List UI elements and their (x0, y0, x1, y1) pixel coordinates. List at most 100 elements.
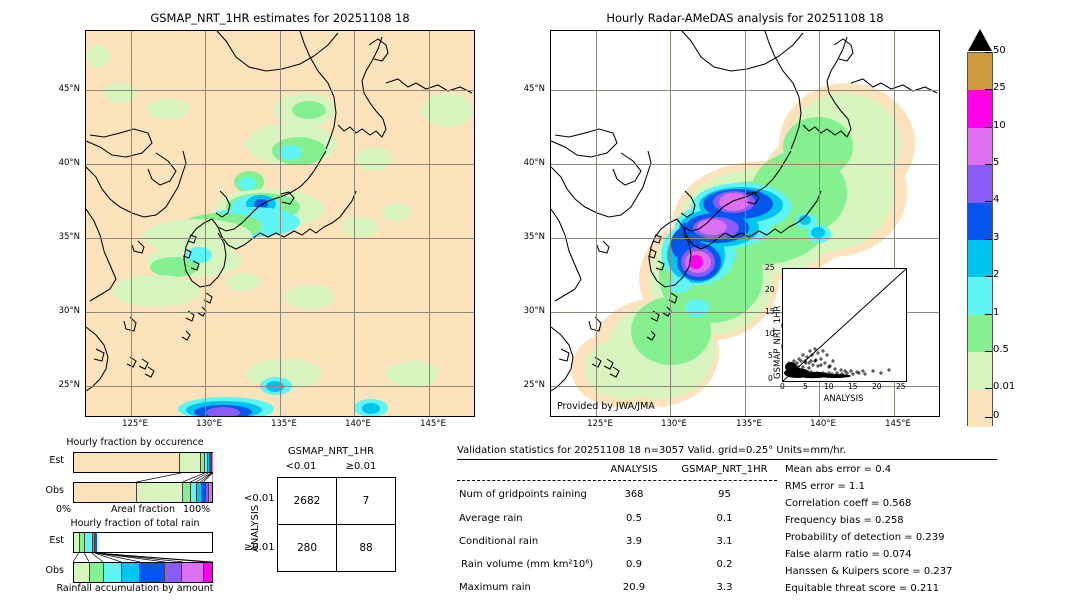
bar-segment (182, 563, 205, 582)
validation-col-analysis: ANALYSIS (610, 464, 658, 475)
precip-blob (304, 141, 322, 155)
map-xtick: 140°E (345, 419, 371, 429)
precip-blob (278, 145, 302, 160)
occurrence-bar-obs[interactable] (73, 482, 213, 503)
contingency-col-label-1: <0.01 (285, 461, 317, 472)
grid-line-vertical (429, 31, 430, 416)
bar-segment (103, 563, 122, 582)
colorbar-segment (968, 90, 992, 128)
precip-blob (86, 45, 110, 67)
colorbar-segments (967, 52, 993, 427)
colorbar-tick-mark (985, 276, 992, 277)
colorbar-tick-mark (985, 89, 992, 90)
score-correlation-coeff: Correlation coeff = 0.568 (785, 498, 912, 509)
map-xtick: 130°E (196, 419, 222, 429)
amount-bar-obs[interactable] (73, 562, 213, 583)
scatter-xtick: 15 (848, 382, 858, 391)
amount-chart-title: Hourly fraction of total rain (70, 518, 200, 529)
colorbar-tick-label: 25 (993, 82, 1006, 93)
bar-segment (92, 533, 96, 552)
bar-segment (206, 483, 210, 502)
scatter-ytick: 25 (765, 263, 775, 272)
precip-blob (238, 177, 256, 190)
colorbar-segment (968, 352, 992, 390)
amount-row-label-obs: Obs (45, 565, 64, 576)
bar-segment (209, 453, 211, 472)
grid-line-horizontal (551, 312, 939, 313)
precip-blob (112, 275, 200, 307)
colorbar-segment (968, 277, 992, 315)
scatter-ytick: 10 (765, 329, 775, 338)
bar-segment (207, 453, 210, 472)
bar-segment (183, 483, 191, 502)
map-ytick: 45°N (523, 84, 545, 94)
bar-segment (121, 563, 141, 582)
bar-segment (209, 483, 212, 502)
bar-segment (74, 563, 90, 582)
colorbar-tick-mark (985, 52, 992, 53)
precip-blob (422, 93, 472, 127)
validation-row-name: Average rain (459, 513, 523, 524)
colorbar-tick-label: 3 (993, 232, 1000, 243)
colorbar-tick-label: 50 (993, 45, 1006, 56)
precip-blob (226, 273, 260, 291)
validation-row-model: 0.2 (716, 559, 733, 570)
scatter-xtick: 20 (872, 382, 882, 391)
bar-segment (140, 563, 166, 582)
map-xtick: 140°E (810, 419, 836, 429)
gsmap-precip-field (86, 31, 474, 416)
validation-row-name: Num of gridpoints raining (459, 489, 587, 500)
bar-segment (89, 563, 104, 582)
grid-line-vertical (205, 31, 206, 416)
precip-blob (667, 277, 691, 293)
precip-blob (799, 215, 811, 225)
scatter-xtick: 5 (803, 382, 808, 391)
map-xtick: 130°E (661, 419, 687, 429)
contingency-row-label-1: <0.01 (244, 493, 275, 504)
precip-blob (356, 147, 392, 171)
score-probability-of-detection: Probability of detection = 0.239 (785, 532, 945, 543)
bar-segment (201, 453, 205, 472)
precip-blob (254, 199, 268, 209)
precip-blob (697, 219, 727, 235)
grid-line-horizontal (551, 238, 939, 239)
grid-line-vertical (354, 31, 355, 416)
occurrence-bar-est[interactable] (73, 452, 213, 473)
radar-precip-field: Provided by JWA/JMA GSMAP_NRT_1HR ANALYS… (551, 31, 939, 416)
bar-segment (210, 453, 212, 472)
scatter-ytick: 15 (765, 307, 775, 316)
occurrence-connector-lines (136, 473, 213, 482)
radar-amedas-map[interactable]: Provided by JWA/JMA GSMAP_NRT_1HR ANALYS… (550, 30, 940, 417)
grid-line-horizontal (551, 386, 939, 387)
occurrence-chart-title: Hourly fraction by occurence (66, 437, 204, 448)
grid-line-horizontal (86, 90, 474, 91)
score-equitable-threat: Equitable threat score = 0.211 (785, 583, 940, 594)
bar-segment (79, 533, 86, 552)
amount-row-label-est: Est (49, 535, 64, 546)
grid-line-vertical (745, 31, 746, 416)
table-row: 2682 7 (277, 477, 396, 525)
score-rms-error: RMS error = 1.1 (785, 481, 865, 492)
colorbar-tick-mark (985, 351, 992, 352)
occurrence-row-label-est: Est (49, 455, 64, 466)
grid-line-vertical (280, 31, 281, 416)
colorbar-tick-label: 0 (993, 410, 1000, 421)
colorbar-tick-label: 1 (993, 307, 1000, 318)
contingency-cell-false-alarm: 7 (336, 477, 396, 525)
gsmap-estimate-map[interactable] (85, 30, 475, 417)
colorbar-segment (968, 165, 992, 203)
validation-rule-dashed (457, 480, 777, 481)
scatter-ytick: 5 (768, 351, 773, 360)
colorbar-tick-mark (985, 164, 992, 165)
table-row: 280 88 (277, 524, 396, 572)
amount-bar-est[interactable] (73, 532, 213, 553)
precip-blob (104, 83, 136, 103)
contingency-col-header: GSMAP_NRT_1HR (287, 446, 375, 457)
scatter-ylabel: GSMAP_NRT_1HR (773, 305, 783, 379)
colorbar-tick-mark (985, 314, 992, 315)
validation-rule-dashed-right (783, 459, 996, 460)
colorbar[interactable] (967, 28, 993, 428)
scatter-xtick: 10 (824, 382, 834, 391)
scatter-inset-plot[interactable] (782, 268, 907, 382)
colorbar-segment (968, 314, 992, 353)
